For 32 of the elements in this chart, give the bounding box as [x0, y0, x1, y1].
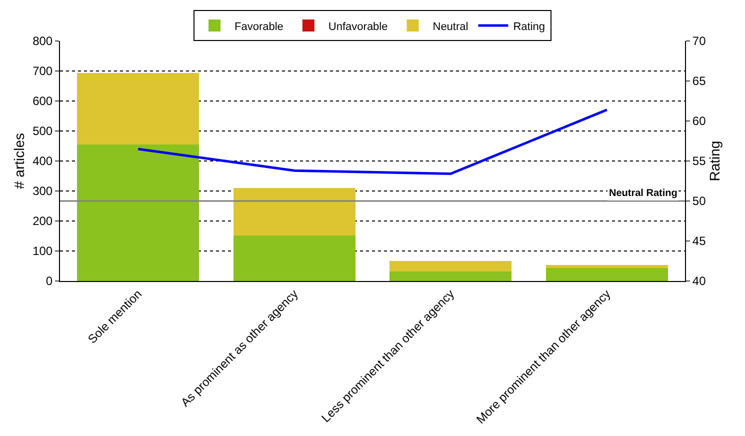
y-axis-title: # articles [11, 132, 28, 190]
y-tick-label: 600 [32, 94, 53, 108]
y-tick-label: 200 [32, 214, 53, 228]
y-tick-label: 500 [32, 124, 53, 138]
y2-axis-title: Rating [706, 140, 722, 182]
y-tick-label: 400 [32, 154, 53, 168]
legend-label: Rating [513, 20, 546, 33]
bar [390, 261, 512, 272]
y-tick-label: 800 [32, 34, 53, 48]
y2-tick-label: 50 [692, 194, 706, 208]
y-tick-label: 700 [32, 64, 53, 78]
y2-tick-label: 60 [692, 114, 706, 128]
y2-tick-label: 45 [692, 234, 706, 248]
bar [233, 188, 356, 236]
y2-tick-label: 65 [692, 74, 706, 88]
y2-tick-label: 55 [692, 154, 706, 168]
legend-label: Favorable [234, 20, 284, 33]
legend-label: Neutral [432, 20, 468, 33]
ref-line-label: Neutral Rating [609, 188, 678, 199]
bar [546, 268, 668, 281]
bar [546, 264, 668, 268]
bar [390, 272, 512, 281]
y-tick-label: 100 [32, 244, 53, 258]
y-tick-label: 0 [46, 274, 53, 288]
y2-tick-label: 40 [692, 274, 706, 288]
legend-label: Unfavorable [328, 20, 388, 33]
y-tick-label: 300 [32, 184, 53, 198]
bar [233, 235, 356, 281]
y2-tick-label: 70 [692, 34, 706, 48]
bar [77, 73, 200, 144]
line-series [136, 108, 608, 176]
bar [77, 144, 200, 281]
